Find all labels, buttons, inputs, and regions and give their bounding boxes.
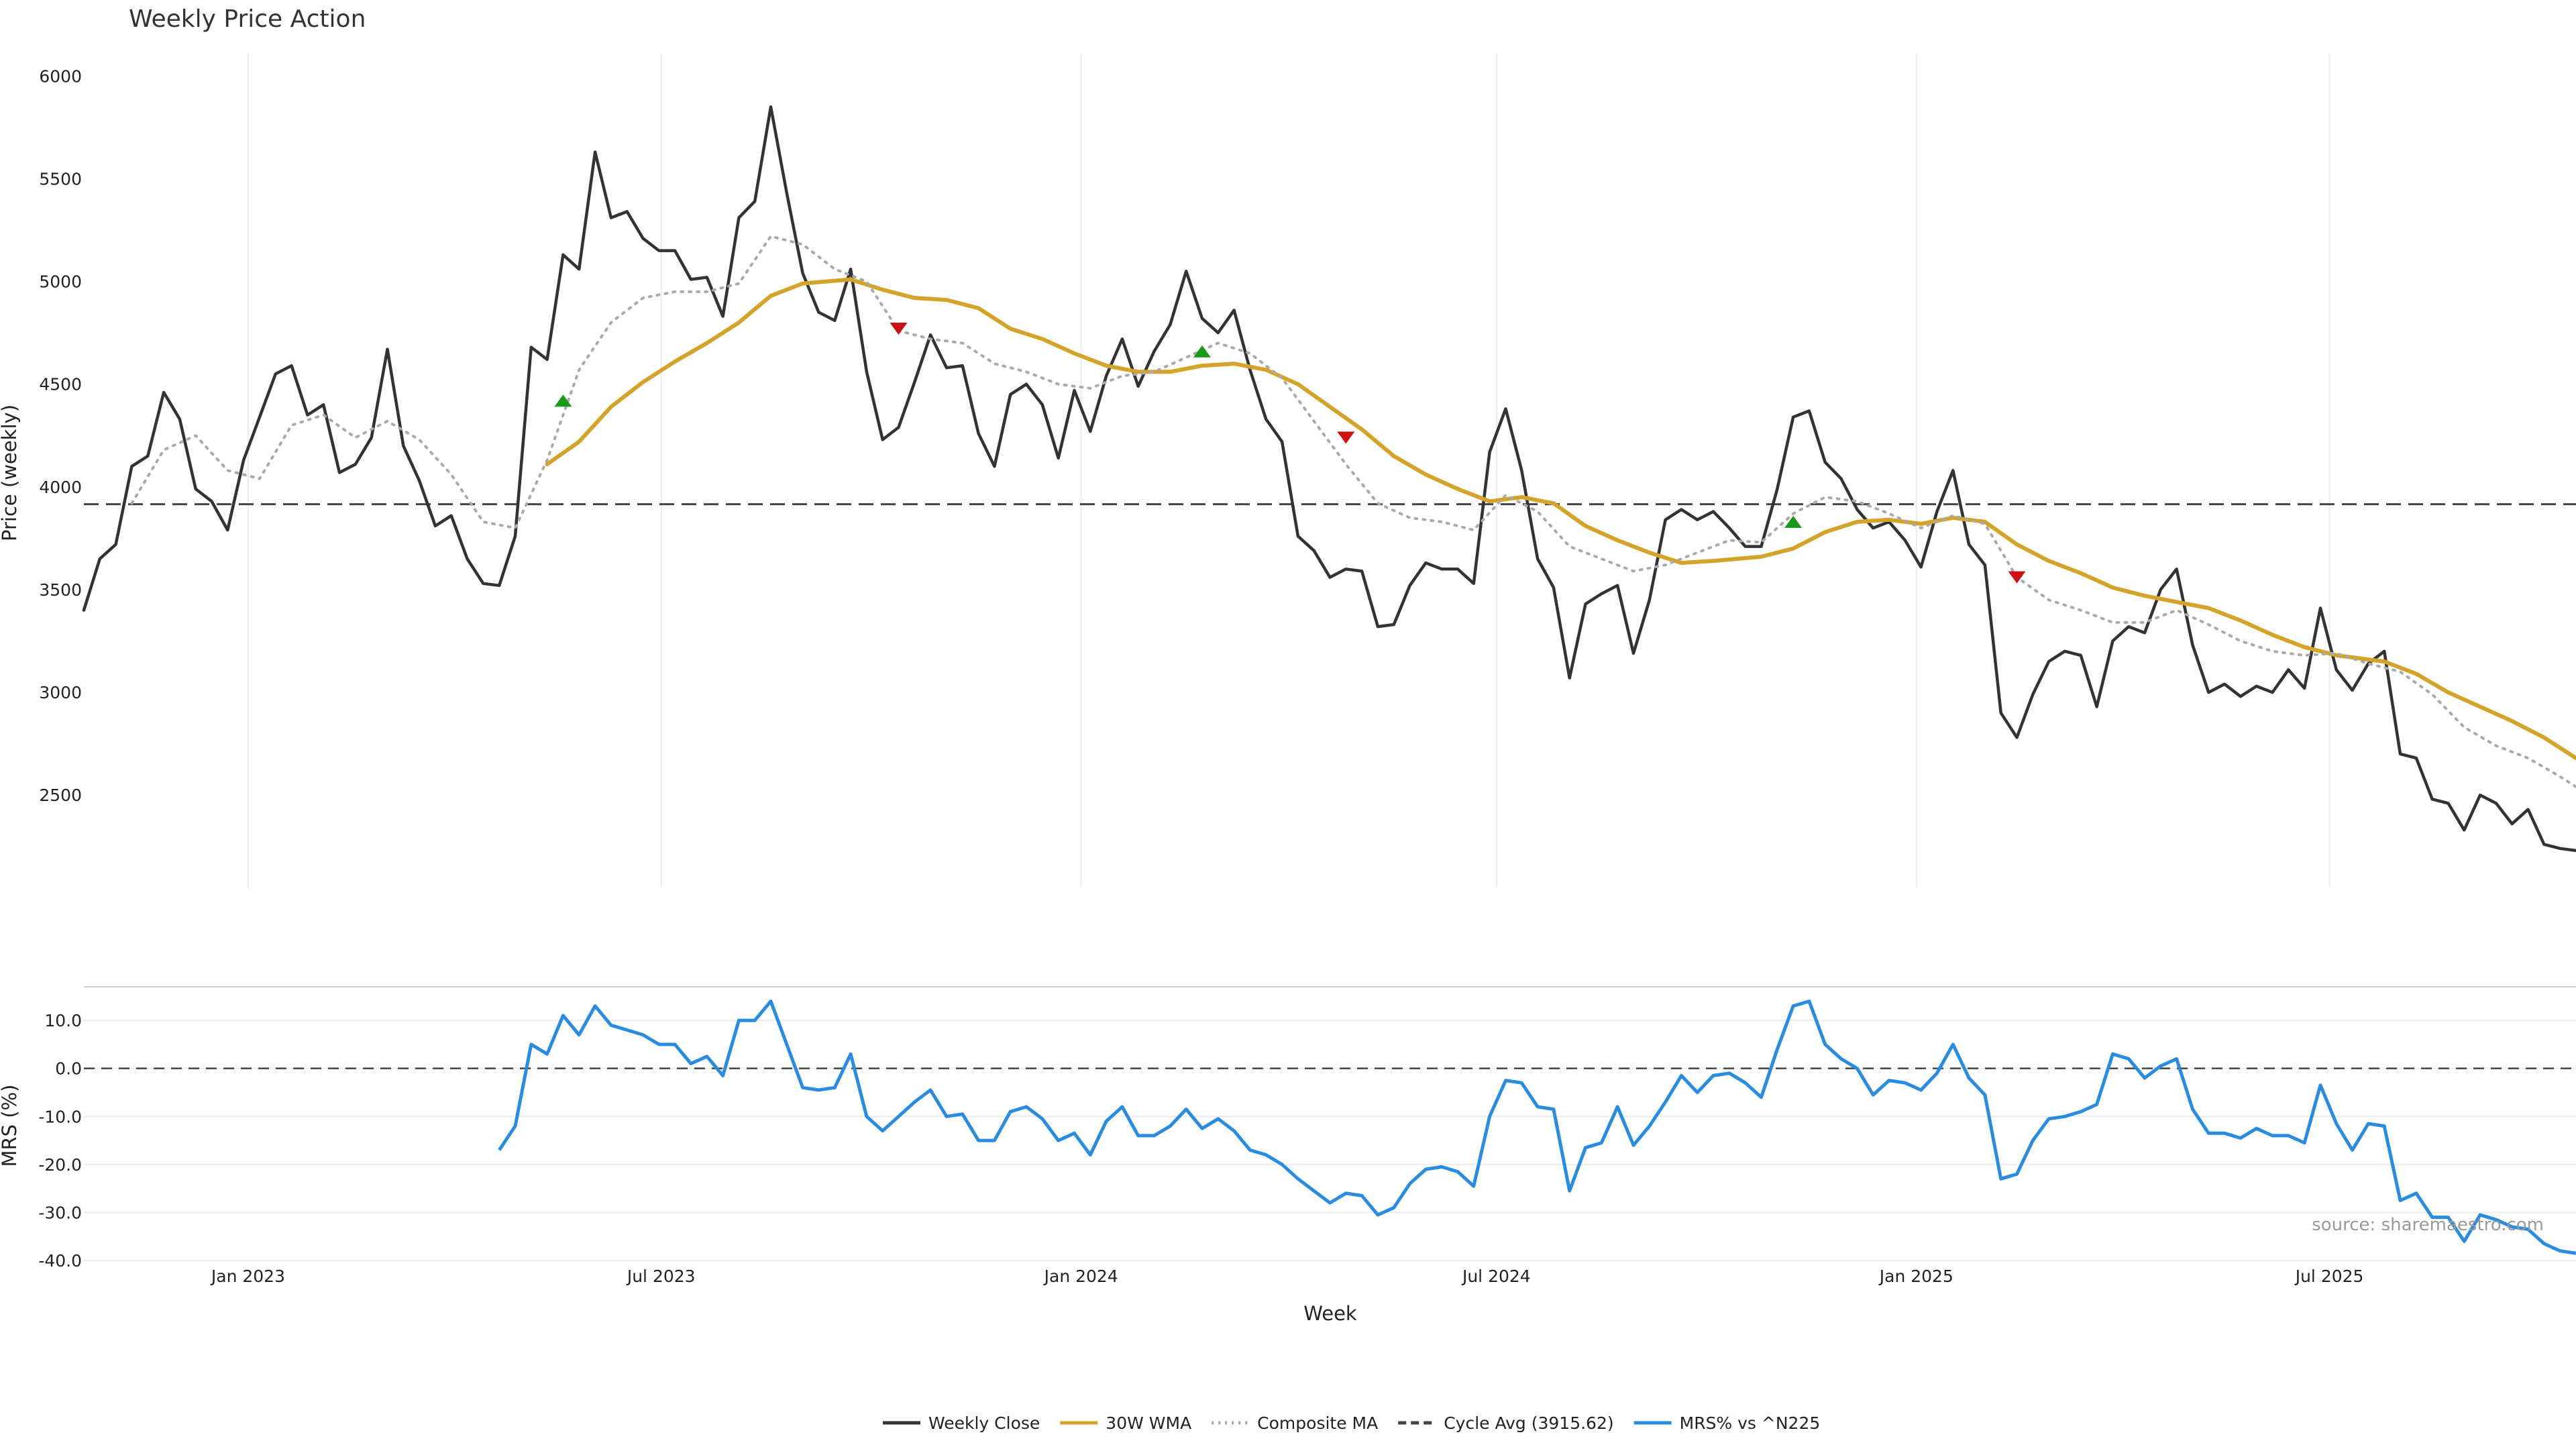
price-y-axis: 2500 3000 3500 4000 4500 5000 5500 6000 <box>39 66 82 805</box>
x-axis-label: Week <box>1303 1302 1357 1325</box>
x-tick-label: Jul 2024 <box>1461 1267 1531 1286</box>
x-tick-label: Jan 2023 <box>210 1267 285 1286</box>
buy-marker <box>554 394 572 407</box>
x-tick-label: Jul 2025 <box>2294 1267 2364 1286</box>
mrs-y-axis: -40.0 -30.0 -20.0 -10.0 0.0 10.0 <box>38 1011 82 1271</box>
price-y-tick-label: 4000 <box>39 478 82 497</box>
source-annotation: source: sharemaestro.com <box>2312 1215 2544 1235</box>
sell-marker <box>890 323 908 335</box>
buy-marker <box>1193 345 1211 358</box>
sell-marker <box>1337 431 1355 444</box>
mrs-grid <box>84 1020 2576 1261</box>
mrs-y-tick-label: -10.0 <box>38 1107 82 1126</box>
price-y-tick-label: 4500 <box>39 375 82 394</box>
legend-label: Weekly Close <box>928 1413 1040 1433</box>
x-axis: Jan 2023 Jul 2023 Jan 2024 Jul 2024 Jan 2025… <box>210 1267 2364 1286</box>
mrs-y-tick-label: -40.0 <box>38 1251 82 1271</box>
x-tick-label: Jan 2024 <box>1043 1267 1118 1286</box>
legend-label: Composite MA <box>1257 1413 1378 1433</box>
x-tick-label: Jan 2025 <box>1878 1267 1953 1286</box>
buy-marker <box>1784 515 1803 528</box>
mrs-y-tick-label: 10.0 <box>44 1011 82 1030</box>
price-y-tick-label: 6000 <box>39 66 82 86</box>
mrs-series <box>498 1000 2576 1255</box>
price-grid <box>247 54 2330 888</box>
mrs-y-tick-label: -30.0 <box>38 1203 82 1222</box>
series-30w-wma <box>545 277 2576 761</box>
mrs-y-axis-label: MRS (%) <box>0 1085 21 1167</box>
price-y-tick-label: 2500 <box>39 786 82 805</box>
legend-label: 30W WMA <box>1106 1413 1191 1433</box>
legend-label: MRS% vs ^N225 <box>1680 1413 1821 1433</box>
x-tick-label: Jul 2023 <box>626 1267 696 1286</box>
legend: Weekly Close 30W WMA Composite MA Cycle Avg… <box>883 1413 1820 1433</box>
price-y-axis-label: Price (weekly) <box>0 405 21 541</box>
series-composite-ma <box>130 235 2576 788</box>
series-mrs-vs-n225 <box>498 1000 2576 1255</box>
price-y-tick-label: 5000 <box>39 272 82 292</box>
mrs-y-tick-label: 0.0 <box>55 1059 82 1079</box>
price-y-tick-label: 3500 <box>39 580 82 600</box>
sell-marker <box>2008 571 2026 584</box>
mrs-y-tick-label: -20.0 <box>38 1155 82 1175</box>
price-y-tick-label: 3000 <box>39 683 82 702</box>
legend-label: Cycle Avg (3915.62) <box>1444 1413 1613 1433</box>
series-weekly-close <box>82 105 2576 853</box>
price-series <box>82 105 2576 853</box>
signal-markers <box>554 323 2026 584</box>
chart-title: Weekly Price Action <box>129 5 366 33</box>
price-y-tick-label: 5500 <box>39 169 82 189</box>
